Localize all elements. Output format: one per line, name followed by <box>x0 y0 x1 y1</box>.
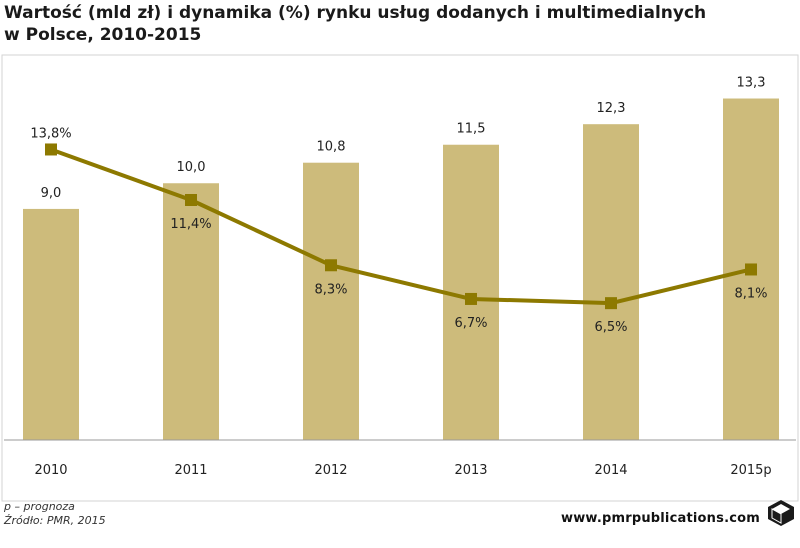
x-tick-labels: 2010 2011 2012 2013 2014 2015p <box>34 463 771 478</box>
growth-value-label: 6,5% <box>594 320 627 335</box>
growth-value-label: 11,4% <box>170 217 211 232</box>
bar <box>303 162 359 440</box>
footnote: p – prognoza Źródło: PMR, 2015 <box>4 500 106 528</box>
growth-point <box>465 292 477 305</box>
bar-value-label: 10,0 <box>177 160 206 175</box>
line-value-labels: 13,8% 11,4% 8,3% 6,7% 6,5% 8,1% <box>30 126 767 335</box>
x-tick-label: 2013 <box>454 463 487 478</box>
growth-value-label: 13,8% <box>30 126 71 141</box>
growth-value-label: 8,1% <box>734 286 767 301</box>
bar <box>163 183 219 441</box>
brand-url[interactable]: www.pmrpublications.com <box>561 511 760 526</box>
bar-value-labels: 9,0 10,0 10,8 11,5 12,3 13,3 <box>41 76 766 201</box>
forecast-note: p – prognoza <box>4 500 75 513</box>
growth-point <box>605 297 617 310</box>
growth-point <box>185 194 197 206</box>
x-tick-label: 2011 <box>174 463 207 478</box>
growth-line <box>50 147 752 306</box>
chart-title: Wartość (mld zł) i dynamika (%) rynku us… <box>4 3 707 45</box>
bar-value-label: 11,5 <box>457 122 486 137</box>
growth-point <box>745 263 757 276</box>
bar <box>23 208 79 440</box>
growth-value-label: 8,3% <box>314 282 347 297</box>
x-tick-label: 2010 <box>34 463 67 478</box>
bar <box>583 124 639 441</box>
x-tick-label: 2012 <box>314 463 347 478</box>
growth-point <box>45 143 57 156</box>
growth-point <box>325 259 337 272</box>
x-tick-label: 2014 <box>594 463 627 478</box>
line-series <box>45 143 757 310</box>
chart-frame <box>1 54 799 502</box>
bar-series <box>23 98 779 441</box>
source-note: Źródło: PMR, 2015 <box>4 514 106 527</box>
bar-value-label: 10,8 <box>317 140 346 155</box>
x-tick-label: 2015p <box>730 463 771 478</box>
bar-value-label: 13,3 <box>737 76 766 91</box>
pmr-cube-logo-icon <box>768 500 794 526</box>
growth-value-label: 6,7% <box>454 316 487 331</box>
bar <box>443 144 499 440</box>
bar-value-label: 12,3 <box>597 101 626 116</box>
bar-value-label: 9,0 <box>41 186 62 201</box>
